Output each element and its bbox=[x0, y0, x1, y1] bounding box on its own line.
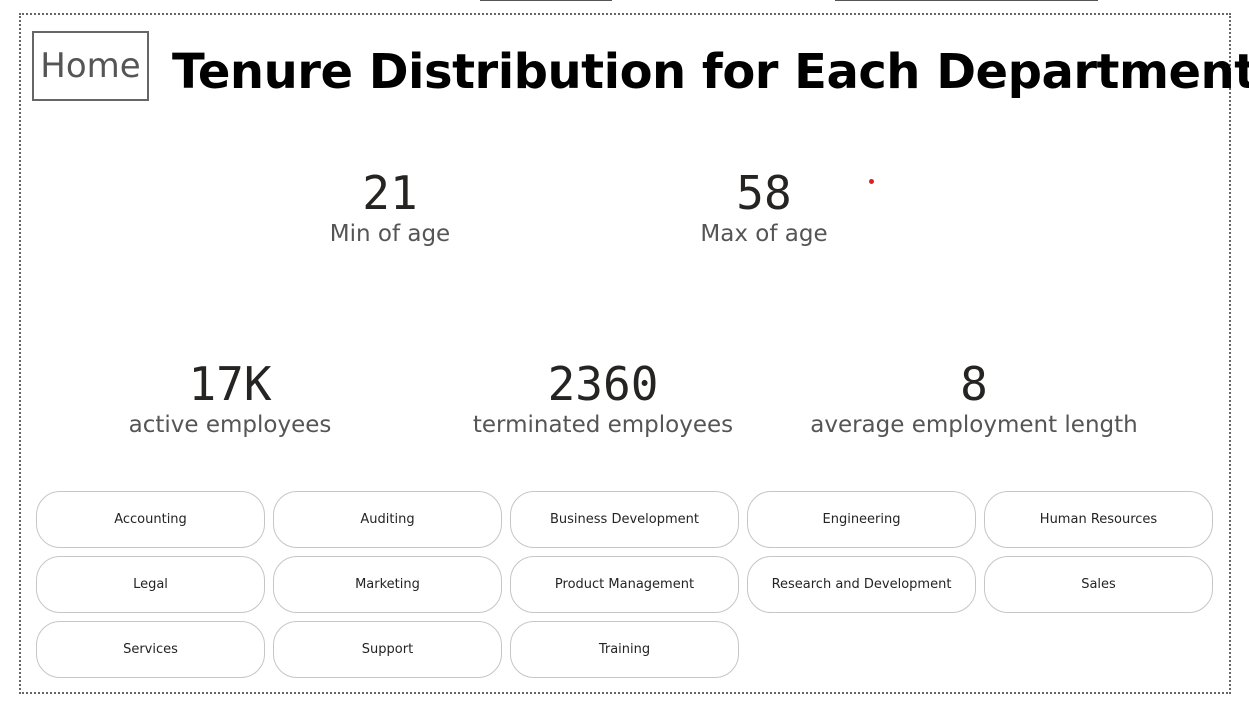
department-chip-training[interactable]: Training bbox=[510, 621, 739, 678]
kpi-label: Min of age bbox=[329, 221, 451, 247]
department-chip-product-management[interactable]: Product Management bbox=[510, 556, 739, 613]
home-button[interactable]: Home bbox=[32, 31, 149, 101]
page-title: Tenure Distribution for Each Department bbox=[172, 44, 1249, 100]
department-chip-sales[interactable]: Sales bbox=[984, 556, 1213, 613]
kpi-value: 17K bbox=[188, 357, 272, 411]
department-chip-business-development[interactable]: Business Development bbox=[510, 491, 739, 548]
department-chip-support[interactable]: Support bbox=[273, 621, 502, 678]
department-chip-legal[interactable]: Legal bbox=[36, 556, 265, 613]
kpi-value: 21 bbox=[362, 166, 418, 220]
kpi-label: active employees bbox=[128, 412, 332, 438]
kpi-card-average-employment-length: 8 average employment length bbox=[794, 359, 1154, 439]
department-chip-engineering[interactable]: Engineering bbox=[747, 491, 976, 548]
kpi-card-max-age: 58 Max of age bbox=[584, 168, 944, 248]
kpi-label: Max of age bbox=[700, 221, 828, 247]
kpi-card-active-employees: 17K active employees bbox=[50, 359, 410, 439]
department-chip-research-and-development[interactable]: Research and Development bbox=[747, 556, 976, 613]
kpi-card-min-age: 21 Min of age bbox=[210, 168, 570, 248]
kpi-label: average employment length bbox=[810, 412, 1138, 438]
kpi-value: 58 bbox=[736, 166, 792, 220]
kpi-label: terminated employees bbox=[472, 412, 734, 438]
kpi-value: 2360 bbox=[547, 357, 659, 411]
department-chip-auditing[interactable]: Auditing bbox=[273, 491, 502, 548]
department-chip-human-resources[interactable]: Human Resources bbox=[984, 491, 1213, 548]
department-chip-accounting[interactable]: Accounting bbox=[36, 491, 265, 548]
kpi-card-terminated-employees: 2360 terminated employees bbox=[423, 359, 783, 439]
kpi-value: 8 bbox=[960, 357, 988, 411]
report-canvas-frame bbox=[19, 13, 1231, 694]
top-tab-indicator bbox=[835, 0, 1098, 1]
department-chip-marketing[interactable]: Marketing bbox=[273, 556, 502, 613]
department-chip-services[interactable]: Services bbox=[36, 621, 265, 678]
marker-dot bbox=[869, 179, 874, 184]
department-slicer: Accounting Auditing Business Development… bbox=[36, 491, 1214, 678]
top-tab-indicator bbox=[480, 0, 612, 1]
